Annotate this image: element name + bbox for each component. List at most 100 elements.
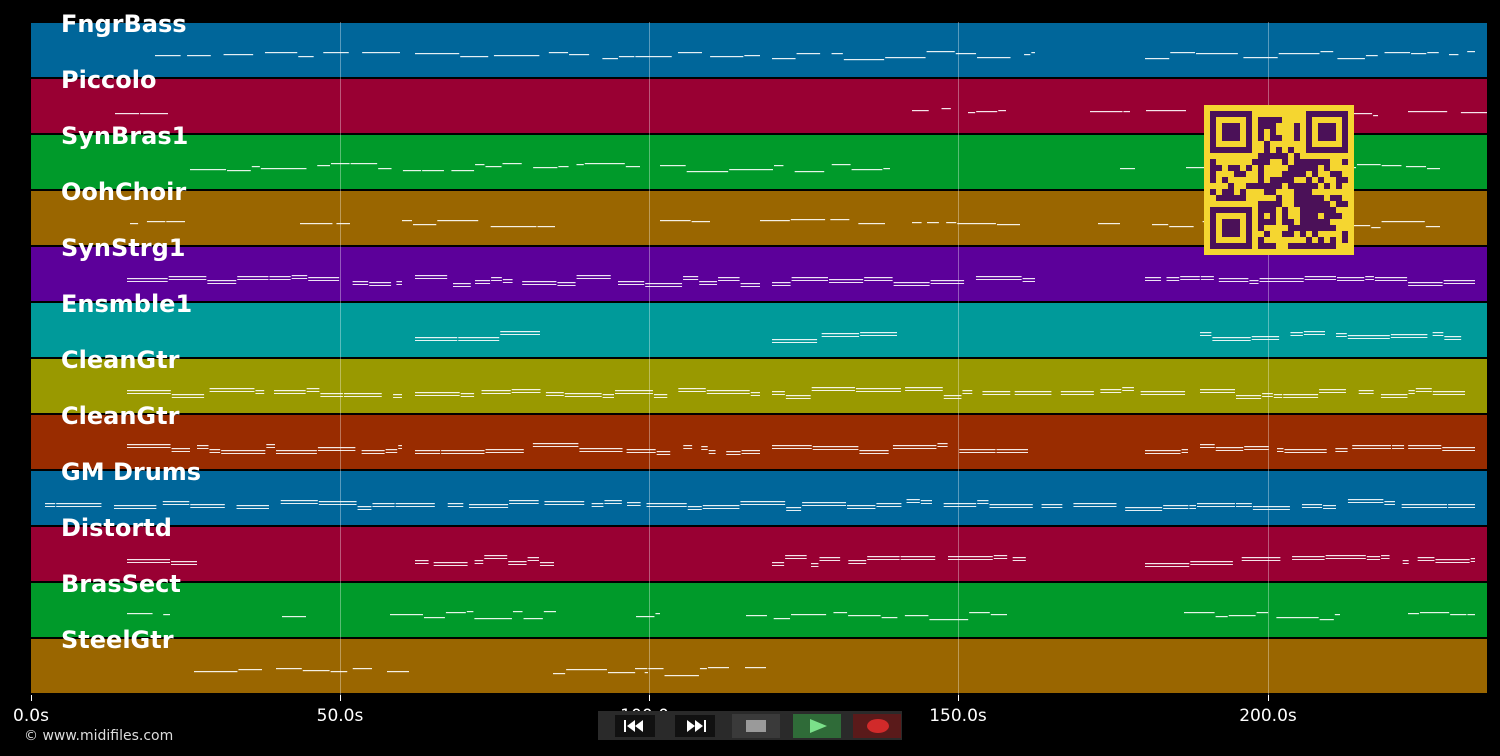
- note: [1292, 556, 1325, 558]
- note: [168, 276, 207, 278]
- track-lane[interactable]: [31, 359, 1487, 413]
- note: [564, 396, 602, 397]
- note: [320, 396, 343, 397]
- note: [1196, 506, 1235, 507]
- note: [802, 502, 847, 504]
- note: [830, 219, 850, 221]
- note: [207, 283, 237, 284]
- note: [1365, 276, 1374, 278]
- note: [1170, 52, 1196, 54]
- note: [1448, 54, 1459, 56]
- note: [291, 278, 308, 279]
- note: [385, 452, 398, 453]
- note: [484, 558, 508, 559]
- note: [323, 52, 349, 54]
- note: [653, 397, 668, 398]
- track-label: SteelGtr: [61, 626, 174, 654]
- note: [1273, 397, 1283, 398]
- note: [927, 222, 939, 224]
- note: [441, 453, 485, 454]
- note: [791, 280, 829, 281]
- note: [1145, 58, 1170, 60]
- note: [569, 54, 590, 56]
- note: [1405, 166, 1427, 168]
- note: [415, 275, 448, 277]
- note: [1304, 276, 1337, 278]
- play-button[interactable]: [792, 713, 842, 739]
- track-lane[interactable]: [31, 527, 1487, 581]
- note: [1276, 448, 1284, 450]
- note: [943, 506, 977, 507]
- note: [402, 170, 422, 172]
- note: [740, 504, 786, 505]
- note: [975, 276, 1022, 278]
- note: [1120, 168, 1135, 170]
- note: [545, 395, 564, 396]
- note: [266, 444, 276, 446]
- note: [422, 170, 444, 172]
- note: [905, 390, 943, 391]
- note: [655, 613, 660, 615]
- note: [706, 390, 750, 392]
- note: [955, 53, 977, 55]
- note: [223, 54, 254, 56]
- grid-line: [340, 22, 341, 695]
- note: [740, 501, 786, 503]
- note: [1408, 390, 1415, 392]
- note: [905, 387, 943, 389]
- note: [1380, 397, 1408, 398]
- note: [615, 390, 653, 392]
- note: [197, 445, 209, 447]
- note: [369, 282, 392, 284]
- note: [1060, 394, 1094, 395]
- note: [273, 390, 306, 392]
- track-lane[interactable]: [31, 415, 1487, 469]
- note: [227, 170, 251, 172]
- stop-button[interactable]: [731, 713, 781, 739]
- tick-mark: [340, 695, 341, 701]
- tick-mark: [958, 695, 959, 701]
- note: [1448, 504, 1475, 506]
- note: [1146, 110, 1186, 112]
- note: [855, 388, 901, 390]
- track-lane[interactable]: [31, 471, 1487, 525]
- track-lane[interactable]: [31, 303, 1487, 357]
- record-button[interactable]: [852, 713, 902, 739]
- note: [166, 221, 185, 223]
- track-lane[interactable]: [31, 247, 1487, 301]
- note: [579, 451, 623, 452]
- note: [912, 222, 922, 224]
- note: [864, 277, 893, 279]
- note: [1181, 449, 1188, 451]
- note: [1417, 557, 1435, 559]
- note: [1427, 168, 1440, 170]
- track-lane[interactable]: [31, 639, 1487, 693]
- note: [726, 454, 741, 455]
- track-lane[interactable]: [31, 583, 1487, 637]
- note: [190, 507, 225, 508]
- note: [1180, 276, 1200, 278]
- note: [557, 285, 576, 286]
- note: [1140, 394, 1186, 395]
- note: [741, 453, 760, 454]
- note: [260, 168, 307, 170]
- note: [691, 221, 710, 223]
- fast-forward-button[interactable]: [670, 713, 720, 739]
- note: [627, 502, 641, 504]
- note: [1319, 619, 1334, 621]
- rewind-button[interactable]: [610, 713, 660, 739]
- note: [445, 612, 466, 614]
- note: [209, 391, 255, 392]
- tick-label: 200.0s: [1239, 706, 1297, 726]
- note: [831, 164, 851, 166]
- track-lane[interactable]: [31, 23, 1487, 77]
- note: [474, 618, 512, 620]
- note: [656, 454, 671, 455]
- note: [948, 556, 993, 558]
- tick-mark: [31, 695, 32, 701]
- note: [155, 55, 181, 57]
- note: [1390, 337, 1428, 338]
- note: [393, 397, 402, 398]
- note: [750, 395, 760, 396]
- note: [1262, 393, 1273, 395]
